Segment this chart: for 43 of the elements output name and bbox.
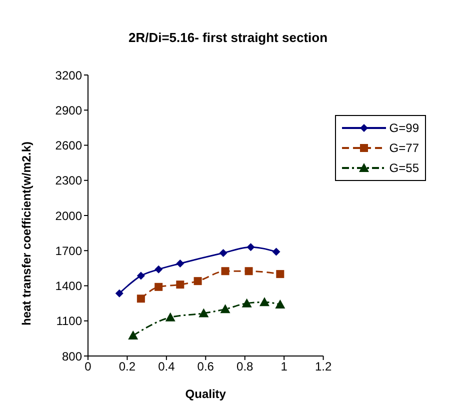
legend-label: G=99 [389, 121, 419, 135]
legend-label: G=77 [389, 141, 419, 155]
point [244, 267, 253, 276]
point [165, 312, 176, 322]
point [115, 289, 124, 298]
point [128, 330, 138, 340]
y-tick-label: 3200 [55, 68, 82, 82]
x-tick-label: 0.8 [236, 360, 254, 374]
x-tick-label: 0 [84, 360, 92, 374]
point [154, 265, 163, 274]
point [220, 304, 230, 314]
point [219, 248, 228, 257]
point [198, 308, 209, 318]
point [136, 272, 145, 280]
y-tick-label: 2000 [55, 208, 82, 223]
point [272, 248, 280, 256]
point [176, 280, 184, 289]
y-tick-label: 2300 [55, 174, 82, 188]
y-tick-label: 2600 [55, 138, 82, 153]
y-tick-label: 2900 [55, 103, 82, 118]
point [259, 297, 270, 306]
point [275, 299, 286, 308]
x-tick-label: 1.2 [314, 360, 332, 374]
point [242, 298, 252, 308]
x-tick-label: 0.2 [118, 360, 136, 374]
y-tick-label: 800 [62, 349, 82, 364]
x-tick-label: 0.6 [197, 360, 214, 374]
legend-label: G=55 [389, 161, 419, 175]
x-tick-label: 1 [280, 360, 288, 374]
x-tick-label: 0.4 [158, 360, 176, 374]
point [246, 243, 255, 252]
chart-title: 2R/Di=5.16- first straight section [127, 29, 329, 47]
y-tick-label: 1100 [56, 314, 82, 328]
y-tick-label: 1700 [55, 244, 82, 258]
point [194, 277, 202, 286]
y-axis-title: heat transfer coefficient(w/m2.k) [19, 141, 34, 326]
point [154, 282, 163, 291]
point [176, 260, 184, 268]
point [136, 294, 145, 303]
x-axis-title: Quality [185, 387, 226, 401]
point [221, 267, 230, 276]
y-tick-label: 1400 [55, 279, 82, 294]
point [276, 270, 284, 278]
